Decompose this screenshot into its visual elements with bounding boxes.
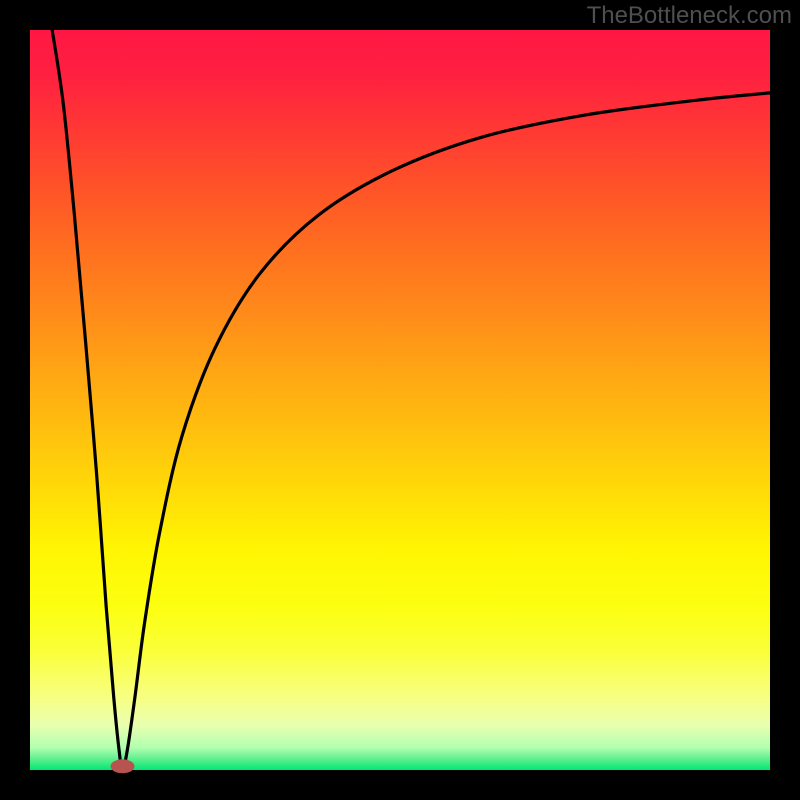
bottleneck-chart	[0, 0, 800, 800]
optimum-marker	[111, 759, 135, 773]
chart-container: TheBottleneck.com	[0, 0, 800, 800]
watermark-text: TheBottleneck.com	[587, 2, 792, 30]
